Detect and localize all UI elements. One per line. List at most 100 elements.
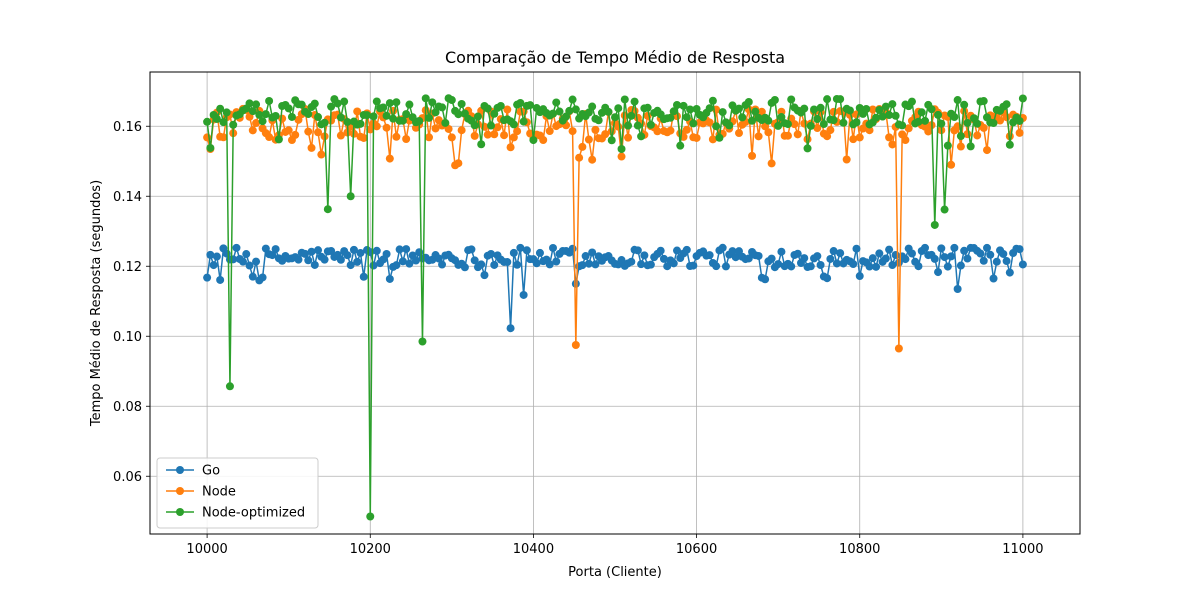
- data-point: [545, 127, 554, 136]
- data-point: [571, 279, 580, 288]
- data-point: [349, 245, 358, 254]
- data-point: [640, 251, 649, 260]
- data-point: [1015, 116, 1024, 125]
- data-point: [947, 160, 956, 169]
- data-point: [624, 133, 633, 142]
- x-tick-label: 10600: [676, 542, 717, 557]
- data-point: [385, 274, 394, 283]
- data-point: [271, 245, 280, 254]
- data-point: [1002, 100, 1011, 109]
- data-point: [405, 100, 414, 109]
- data-point: [921, 116, 929, 125]
- data-point: [754, 132, 763, 141]
- data-point: [989, 119, 998, 128]
- data-point: [673, 100, 681, 109]
- data-point: [258, 273, 267, 282]
- data-point: [255, 110, 264, 119]
- data-point: [1002, 257, 1011, 266]
- data-point: [842, 155, 851, 164]
- legend-swatch-marker: [176, 487, 184, 495]
- data-point: [826, 254, 835, 263]
- data-point: [901, 136, 910, 145]
- data-point: [493, 123, 502, 132]
- data-point: [271, 111, 280, 120]
- data-point: [395, 245, 404, 254]
- data-point: [252, 119, 261, 128]
- data-point: [855, 104, 864, 113]
- data-point: [571, 105, 580, 114]
- data-point: [865, 262, 874, 271]
- data-point: [783, 131, 792, 140]
- data-point: [614, 122, 623, 131]
- data-point: [509, 133, 518, 142]
- data-point: [203, 117, 212, 126]
- data-point: [503, 258, 512, 267]
- data-point: [490, 109, 499, 118]
- x-tick-label: 10800: [839, 542, 880, 557]
- data-point: [705, 104, 714, 113]
- data-point: [307, 143, 316, 152]
- y-tick-label: 0.08: [113, 400, 142, 415]
- data-point: [829, 247, 838, 256]
- data-point: [477, 140, 486, 149]
- data-point: [307, 247, 316, 256]
- data-point: [754, 251, 763, 260]
- data-point: [878, 112, 887, 121]
- data-point: [503, 105, 512, 114]
- x-axis-label: Porta (Cliente): [568, 565, 662, 580]
- data-point: [588, 102, 597, 111]
- data-point: [353, 107, 362, 116]
- data-point: [336, 255, 345, 264]
- data-point: [888, 140, 897, 149]
- data-point: [369, 112, 378, 121]
- data-point: [960, 246, 969, 255]
- x-tick-label: 10000: [186, 542, 227, 557]
- legend-swatch-marker: [176, 466, 184, 474]
- data-point: [898, 121, 907, 130]
- data-point: [983, 243, 991, 252]
- data-point: [457, 99, 466, 108]
- legend-swatch-marker: [176, 508, 184, 516]
- data-point: [206, 143, 215, 152]
- data-point: [757, 107, 766, 116]
- y-tick-label: 0.16: [113, 120, 142, 135]
- data-point: [392, 261, 401, 270]
- data-point: [314, 113, 323, 122]
- data-point: [973, 131, 982, 140]
- data-point: [735, 104, 743, 113]
- data-point: [735, 129, 743, 138]
- y-axis-label: Tempo Médio de Resposta (segundos): [89, 180, 104, 427]
- data-point: [438, 103, 447, 112]
- data-point: [441, 118, 450, 127]
- data-point: [907, 249, 916, 258]
- data-point: [1002, 113, 1011, 122]
- data-point: [868, 105, 877, 114]
- data-point: [865, 126, 874, 135]
- data-point: [832, 259, 841, 268]
- data-point: [692, 104, 701, 113]
- data-point: [584, 108, 593, 117]
- data-point: [219, 118, 228, 127]
- data-point: [320, 255, 329, 264]
- data-point: [676, 141, 685, 150]
- data-point: [532, 259, 541, 268]
- data-point: [787, 262, 796, 271]
- data-point: [310, 99, 319, 108]
- legend-box: [156, 457, 319, 529]
- data-point: [294, 255, 303, 264]
- data-point: [764, 128, 773, 137]
- data-point: [248, 272, 257, 281]
- data-point: [477, 260, 486, 269]
- data-point: [956, 132, 965, 141]
- data-point: [836, 249, 845, 258]
- data-point: [591, 125, 600, 134]
- data-point: [721, 262, 730, 271]
- data-point: [673, 246, 681, 255]
- data-point: [366, 512, 375, 521]
- x-tick-label: 10200: [350, 542, 391, 557]
- data-point: [666, 126, 675, 135]
- data-point: [584, 259, 593, 268]
- data-point: [327, 246, 336, 255]
- data-point: [885, 111, 894, 120]
- data-point: [956, 261, 965, 270]
